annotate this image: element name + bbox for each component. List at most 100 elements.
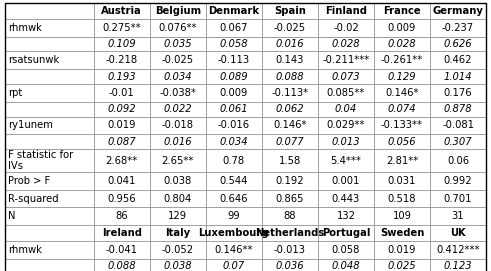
Text: 0.085**: 0.085**	[327, 88, 365, 98]
Text: Prob > F: Prob > F	[8, 176, 50, 186]
Bar	[318, 134, 374, 149]
Bar	[94, 51, 150, 69]
Bar	[206, 37, 262, 51]
Bar	[318, 241, 374, 259]
Text: 0.041: 0.041	[108, 176, 136, 186]
Text: 0.022: 0.022	[164, 104, 192, 114]
Text: 0.038: 0.038	[164, 176, 192, 186]
Bar	[430, 149, 486, 172]
Text: -0.041: -0.041	[106, 245, 137, 255]
Bar	[5, 117, 94, 134]
Text: Spain: Spain	[274, 6, 306, 16]
Text: Sweden: Sweden	[380, 228, 424, 238]
Bar	[94, 134, 150, 149]
Bar	[262, 259, 318, 271]
Bar	[430, 117, 486, 134]
Bar	[150, 207, 206, 225]
Text: 0.462: 0.462	[444, 55, 472, 65]
Text: 88: 88	[284, 211, 296, 221]
Text: 0.146**: 0.146**	[215, 245, 253, 255]
Text: -0.081: -0.081	[442, 120, 474, 130]
Text: 0.073: 0.073	[331, 72, 360, 82]
Text: 0.036: 0.036	[275, 261, 304, 271]
Text: 0.123: 0.123	[444, 261, 472, 271]
Text: 0.176: 0.176	[444, 88, 472, 98]
Text: -0.218: -0.218	[106, 55, 138, 65]
Text: -0.113*: -0.113*	[272, 88, 308, 98]
Bar	[206, 134, 262, 149]
Bar	[318, 207, 374, 225]
Bar	[262, 19, 318, 37]
Bar	[318, 3, 374, 19]
Bar	[94, 84, 150, 102]
Bar	[430, 102, 486, 117]
Bar	[206, 225, 262, 241]
Bar	[262, 117, 318, 134]
Text: 86: 86	[115, 211, 128, 221]
Bar	[374, 51, 430, 69]
Text: 0.087: 0.087	[108, 137, 136, 147]
Bar	[374, 19, 430, 37]
Text: rpt: rpt	[8, 88, 22, 98]
Bar	[206, 84, 262, 102]
Text: 0.088: 0.088	[108, 261, 136, 271]
Bar	[206, 3, 262, 19]
Bar	[150, 69, 206, 84]
Text: 0.804: 0.804	[164, 193, 192, 204]
Text: 0.062: 0.062	[275, 104, 304, 114]
Text: -0.133**: -0.133**	[381, 120, 423, 130]
Text: 0.956: 0.956	[108, 193, 136, 204]
Text: 109: 109	[392, 211, 411, 221]
Text: 0.646: 0.646	[219, 193, 248, 204]
Bar	[262, 149, 318, 172]
Text: -0.113: -0.113	[218, 55, 250, 65]
Text: 0.146*: 0.146*	[385, 88, 419, 98]
Text: 2.81**: 2.81**	[386, 156, 418, 166]
Text: 0.878: 0.878	[444, 104, 472, 114]
Text: 0.061: 0.061	[219, 104, 248, 114]
Bar	[374, 207, 430, 225]
Bar	[150, 172, 206, 190]
Bar	[374, 3, 430, 19]
Text: 0.009: 0.009	[388, 23, 416, 33]
Text: R-squared: R-squared	[8, 193, 58, 204]
Bar	[5, 172, 94, 190]
Text: 0.028: 0.028	[388, 39, 416, 49]
Bar	[374, 69, 430, 84]
Bar	[374, 134, 430, 149]
Text: 129: 129	[168, 211, 188, 221]
Bar	[94, 259, 150, 271]
Text: 0.016: 0.016	[164, 137, 192, 147]
Bar	[150, 149, 206, 172]
Bar	[5, 134, 94, 149]
Bar	[206, 149, 262, 172]
Text: -0.261**: -0.261**	[381, 55, 423, 65]
Text: -0.01: -0.01	[109, 88, 135, 98]
Bar	[94, 19, 150, 37]
Bar	[318, 172, 374, 190]
Bar	[430, 241, 486, 259]
Bar	[94, 241, 150, 259]
Text: 0.06: 0.06	[447, 156, 469, 166]
Text: 0.088: 0.088	[275, 72, 304, 82]
Bar	[430, 3, 486, 19]
Text: 0.013: 0.013	[331, 137, 360, 147]
Bar	[150, 134, 206, 149]
Text: 0.016: 0.016	[275, 39, 304, 49]
Bar	[150, 19, 206, 37]
Text: -0.02: -0.02	[333, 23, 359, 33]
Text: -0.211***: -0.211***	[322, 55, 370, 65]
Text: 31: 31	[452, 211, 464, 221]
Text: 0.031: 0.031	[388, 176, 416, 186]
Text: 0.192: 0.192	[275, 176, 304, 186]
Text: 0.038: 0.038	[164, 261, 192, 271]
Bar	[374, 84, 430, 102]
Text: 0.78: 0.78	[223, 156, 245, 166]
Text: Luxembourg: Luxembourg	[198, 228, 269, 238]
Bar	[318, 84, 374, 102]
Bar	[430, 84, 486, 102]
Bar	[94, 149, 150, 172]
Text: 0.412***: 0.412***	[436, 245, 480, 255]
Bar	[94, 69, 150, 84]
Text: 0.626: 0.626	[444, 39, 472, 49]
